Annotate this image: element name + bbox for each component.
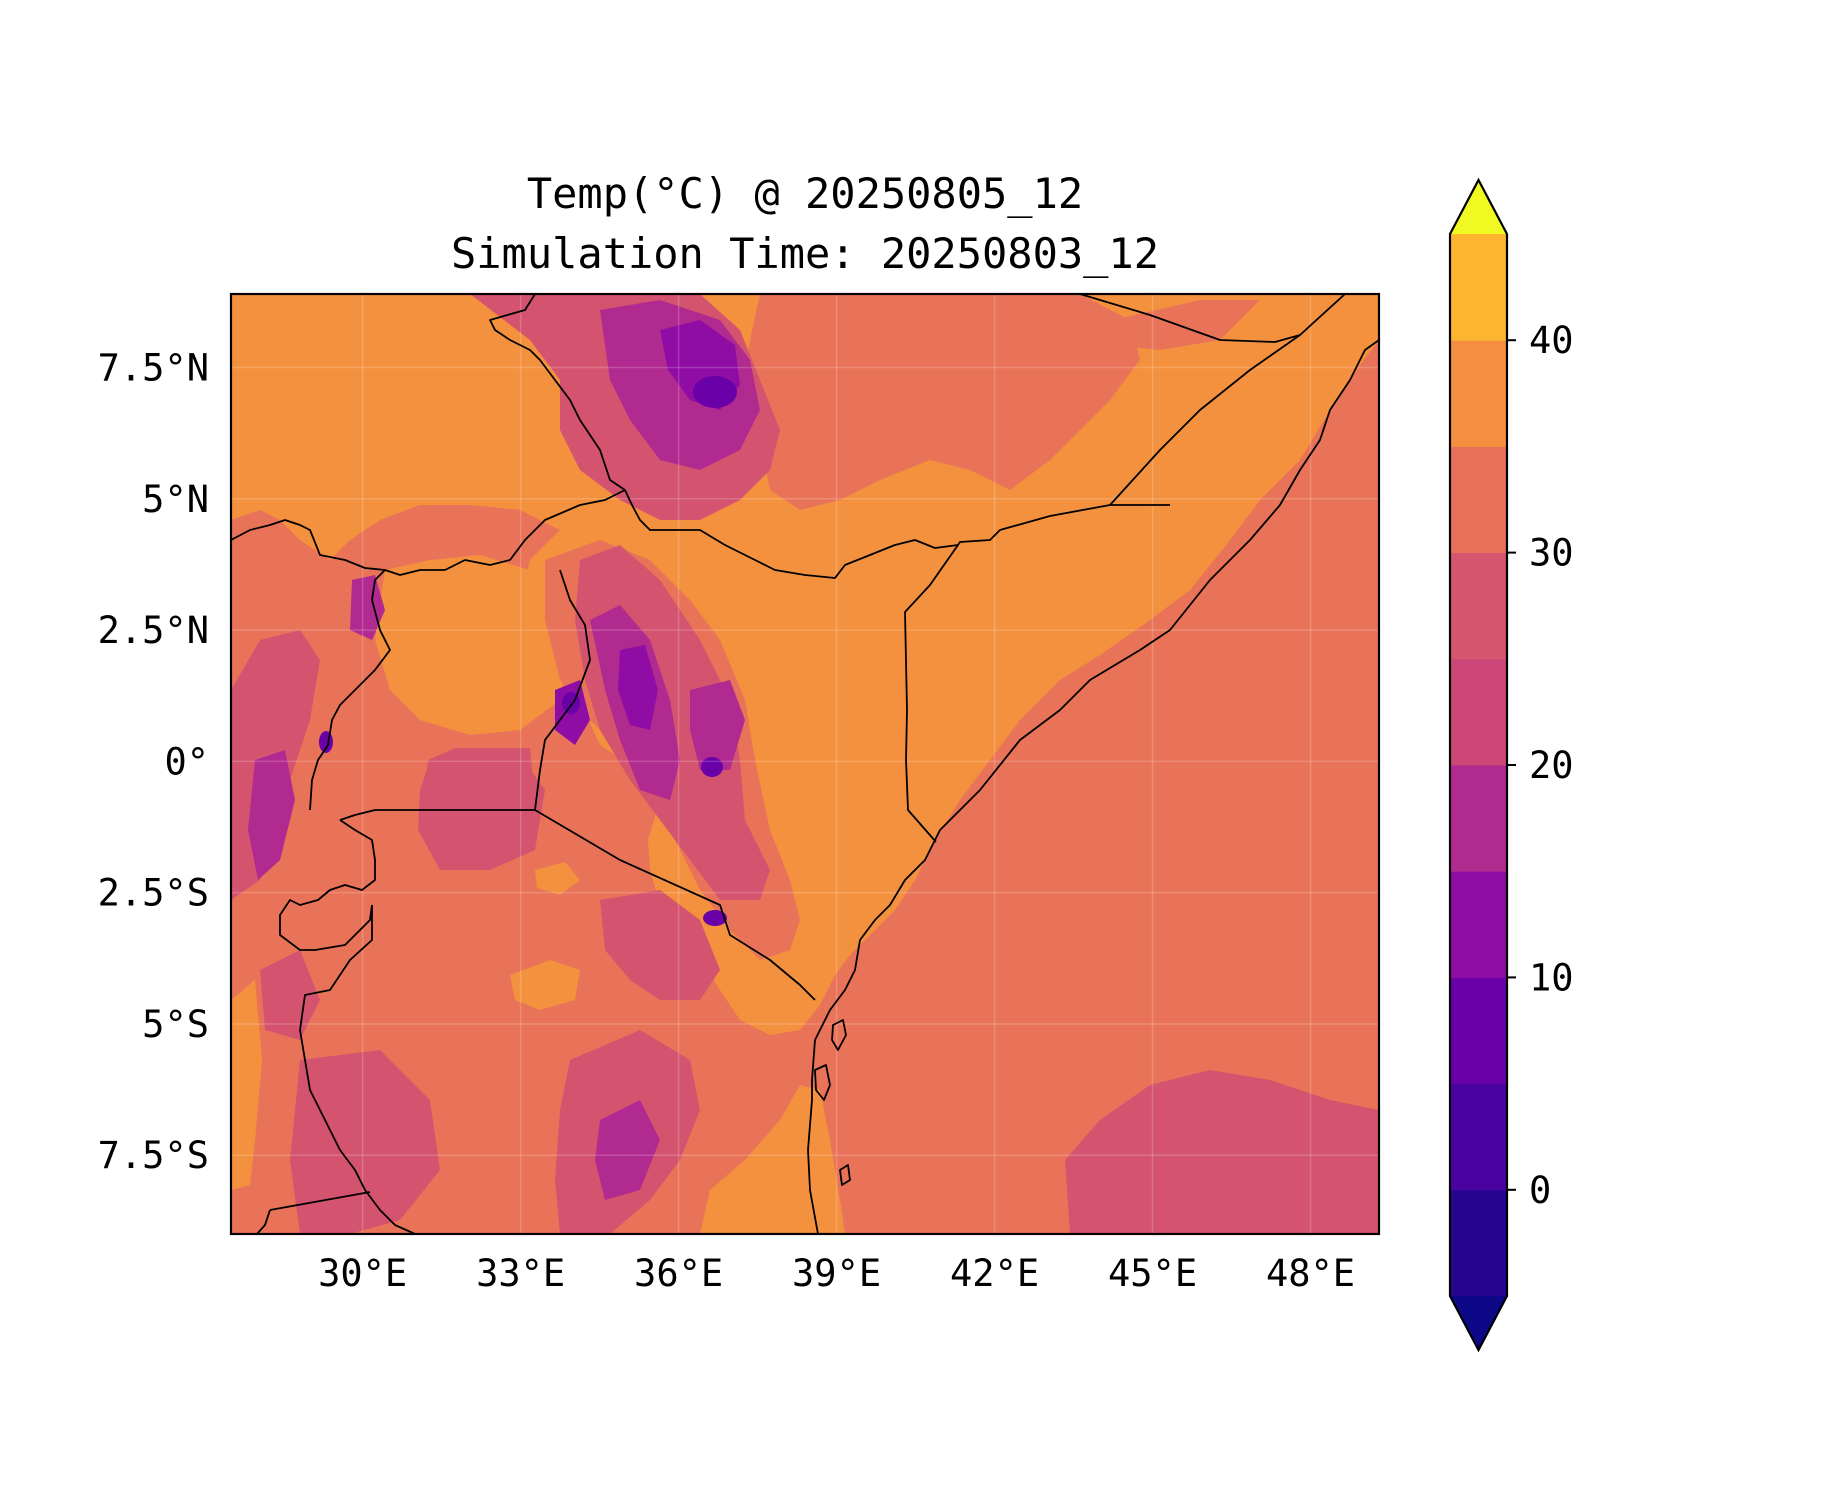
border-ethiopia-somalia bbox=[1109, 294, 1346, 506]
colorbar-segment bbox=[1450, 234, 1507, 341]
colorbar-tick-label: 10 bbox=[1529, 956, 1574, 999]
y-tick-label: 7.5°S bbox=[98, 1134, 209, 1177]
colorbar-tick-label: 40 bbox=[1529, 319, 1574, 362]
y-tick-label: 7.5°N bbox=[98, 347, 209, 390]
coastline bbox=[807, 339, 1379, 1234]
warm-region-somalia-kenya bbox=[231, 294, 1379, 1035]
colorbar-outline bbox=[1448, 177, 1509, 1353]
y-axis-ticks: 7.5°N 5°N 2.5°N 0° 2.5°S 5°S 7.5°S bbox=[98, 347, 209, 1178]
mild-region-ogaden bbox=[740, 294, 1140, 510]
border-uganda-kenya bbox=[534, 569, 591, 811]
island-mafia bbox=[839, 1164, 851, 1186]
title-line-2: Simulation Time: 20250803_12 bbox=[451, 229, 1159, 278]
x-tick-label: 45°E bbox=[1108, 1252, 1197, 1295]
border-southsudan-uganda bbox=[299, 524, 511, 576]
island-pemba bbox=[831, 1019, 847, 1051]
y-tick-label: 5°N bbox=[142, 478, 209, 521]
border-ethiopia-kenya bbox=[624, 489, 959, 579]
y-tick-label: 2.5°S bbox=[98, 872, 209, 915]
colorbar-segment bbox=[1450, 871, 1507, 978]
x-tick-label: 48°E bbox=[1266, 1252, 1355, 1295]
x-tick-label: 42°E bbox=[950, 1252, 1039, 1295]
x-tick-label: 30°E bbox=[318, 1252, 407, 1295]
y-tick-label: 0° bbox=[164, 740, 209, 783]
x-axis-ticks: 30°E 33°E 36°E 39°E 42°E 45°E 48°E bbox=[318, 1252, 1355, 1295]
border-southwest bbox=[256, 1209, 271, 1234]
warm-region-southwest bbox=[231, 980, 262, 1190]
warm-region-uganda bbox=[375, 555, 570, 735]
colorbar-segment bbox=[1450, 340, 1507, 447]
y-tick-label: 2.5°N bbox=[98, 609, 209, 652]
map-frame bbox=[229, 292, 1381, 1236]
colorbar-tick-label: 30 bbox=[1529, 532, 1574, 575]
border-ethiopia-southsudan bbox=[489, 294, 626, 491]
border-ethiopia-somaliland bbox=[1079, 294, 1301, 343]
colorbar-segment bbox=[1450, 1189, 1507, 1297]
title-line-1: Temp(°C) @ 20250805_12 bbox=[527, 169, 1083, 218]
colorbar-segment bbox=[1450, 977, 1507, 1085]
colorbar-tick-label: 20 bbox=[1529, 744, 1574, 787]
border-tanzania-west bbox=[299, 905, 416, 1234]
border-rwanda-burundi bbox=[279, 819, 376, 951]
y-tick-label: 5°S bbox=[142, 1003, 209, 1046]
colorbar-segment bbox=[1450, 446, 1507, 554]
colorbar-segment bbox=[1450, 765, 1507, 872]
x-tick-label: 39°E bbox=[792, 1252, 881, 1295]
warm-region-south-tanzania bbox=[700, 1085, 845, 1234]
country-borders bbox=[231, 294, 1379, 1234]
warm-spot-kenya-rift bbox=[535, 862, 580, 895]
border-kenya-tanzania bbox=[534, 809, 816, 1001]
gridlines bbox=[231, 294, 1379, 1234]
lake-victoria bbox=[422, 748, 535, 870]
island-zanzibar bbox=[814, 1064, 831, 1101]
colorbar-segment bbox=[1450, 1083, 1507, 1191]
colorbar-segment bbox=[1450, 552, 1507, 660]
border-southsudan-drc bbox=[231, 519, 301, 541]
colorbar: 0 10 20 30 40 bbox=[1448, 177, 1574, 1353]
x-tick-label: 36°E bbox=[634, 1252, 723, 1295]
warm-spot-central-tanzania bbox=[510, 960, 580, 1010]
border-southsudan-kenya bbox=[509, 489, 626, 561]
x-tick-label: 33°E bbox=[476, 1252, 565, 1295]
border-uganda-tanzania bbox=[339, 809, 535, 821]
colorbar-tick-label: 0 bbox=[1529, 1169, 1551, 1212]
map-panel bbox=[231, 294, 1379, 1234]
border-tanzania-zambia bbox=[269, 1191, 371, 1211]
border-uganda-drc bbox=[309, 569, 391, 811]
colorbar-segment bbox=[1450, 658, 1507, 766]
colorbar-extend-max bbox=[1450, 180, 1507, 234]
colorbar-extend-min bbox=[1450, 1296, 1507, 1350]
